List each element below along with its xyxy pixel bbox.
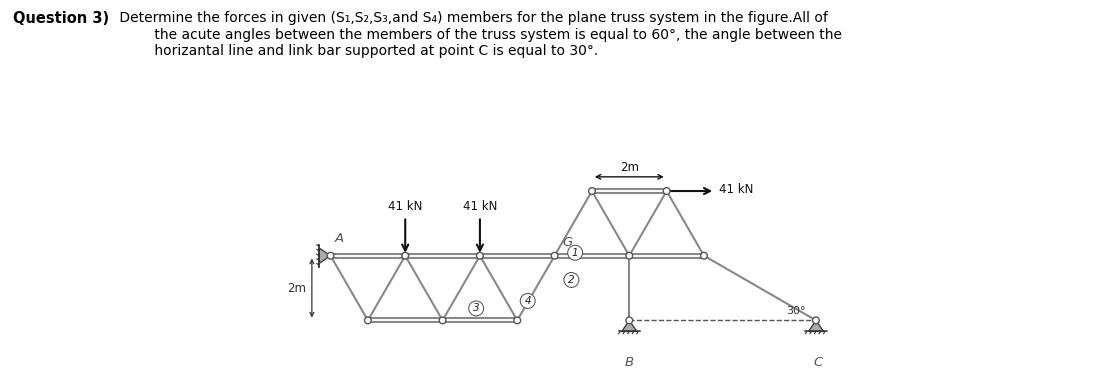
Circle shape <box>626 252 632 259</box>
Text: C: C <box>814 356 822 369</box>
Polygon shape <box>320 248 330 263</box>
Polygon shape <box>621 320 637 332</box>
Circle shape <box>365 317 371 324</box>
Text: 4: 4 <box>525 296 531 306</box>
Circle shape <box>439 317 446 324</box>
Text: 2: 2 <box>568 275 574 285</box>
Text: 30°: 30° <box>786 306 806 316</box>
Text: B: B <box>625 356 634 369</box>
Text: Determine the forces in given (S₁,S₂,S₃,and S₄) members for the plane truss syst: Determine the forces in given (S₁,S₂,S₃,… <box>115 11 842 58</box>
Text: 2m: 2m <box>619 161 639 174</box>
Text: 41 kN: 41 kN <box>462 200 497 213</box>
Text: G: G <box>563 236 573 249</box>
Circle shape <box>564 273 579 287</box>
Text: Question 3): Question 3) <box>13 11 110 27</box>
Text: 41 kN: 41 kN <box>388 200 423 213</box>
Circle shape <box>551 252 558 259</box>
Circle shape <box>589 188 595 194</box>
Circle shape <box>520 293 535 309</box>
Text: 41 kN: 41 kN <box>719 183 753 196</box>
Text: A: A <box>334 232 344 245</box>
Circle shape <box>813 317 819 324</box>
Text: 3: 3 <box>473 304 480 313</box>
Circle shape <box>514 317 520 324</box>
Text: 1: 1 <box>572 248 579 258</box>
Circle shape <box>477 252 483 259</box>
Circle shape <box>469 301 483 316</box>
Polygon shape <box>808 320 824 332</box>
Circle shape <box>663 188 670 194</box>
Circle shape <box>701 252 707 259</box>
Circle shape <box>327 252 334 259</box>
Circle shape <box>626 317 632 324</box>
Circle shape <box>568 245 583 260</box>
Circle shape <box>402 252 408 259</box>
Text: 2m: 2m <box>288 282 306 294</box>
